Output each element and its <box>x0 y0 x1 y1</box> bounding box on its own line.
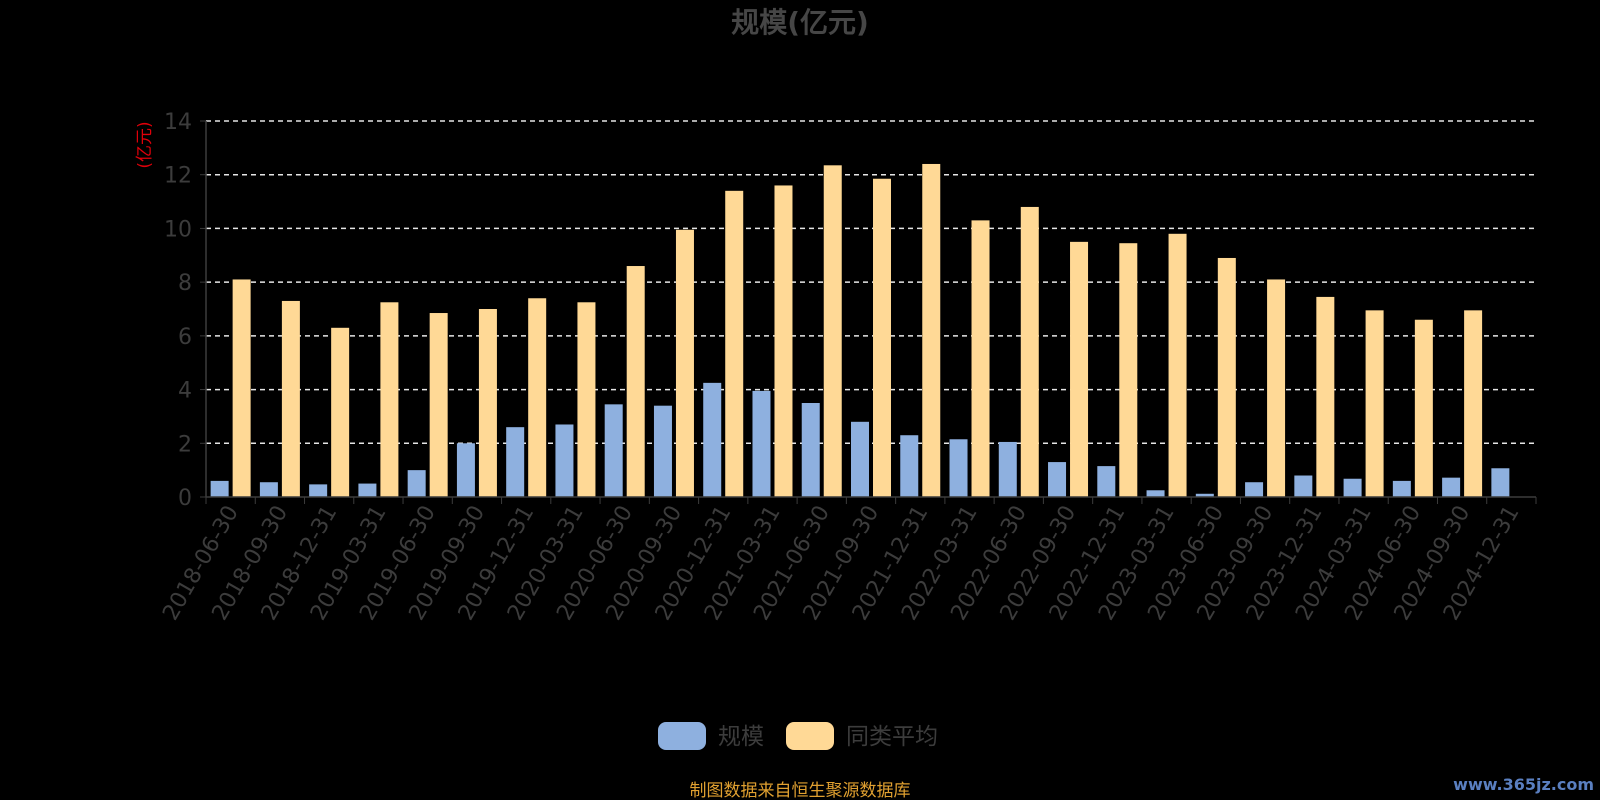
bar-peer-average <box>1365 310 1384 497</box>
bar-scale <box>1245 482 1264 497</box>
bar-peer-average <box>478 309 497 497</box>
bar-peer-average <box>232 279 251 497</box>
bar-peer-average <box>626 266 645 497</box>
bar-peer-average <box>971 220 990 497</box>
bar-peer-average <box>1414 319 1433 497</box>
bar-scale <box>1442 477 1461 497</box>
bar-peer-average <box>1168 233 1187 498</box>
bar-scale <box>407 470 426 497</box>
bar-peer-average <box>281 300 300 497</box>
legend-swatch <box>786 722 834 750</box>
y-axis: 0 2 4 6 8 10 12 14 <box>164 110 207 511</box>
bar-peer-average <box>577 302 596 497</box>
bar-peer-average <box>873 178 891 497</box>
y-tick-label: 12 <box>164 164 192 189</box>
bar-scale <box>1491 468 1510 497</box>
bar-scale <box>949 439 968 497</box>
bar-peer-average <box>1267 279 1286 497</box>
bar-scale <box>309 484 328 497</box>
bar-peer-average <box>725 190 744 498</box>
bar-scale <box>1097 466 1116 497</box>
x-axis: 2018-06-302018-09-302018-12-312019-03-31… <box>158 496 1537 625</box>
data-source-note: 制图数据来自恒生聚源数据库 <box>690 781 911 800</box>
bar-scale <box>703 382 722 497</box>
bar-peer-average <box>1464 310 1483 497</box>
bar-peer-average <box>429 313 448 497</box>
bar-peer-average <box>922 163 941 497</box>
y-tick-label: 8 <box>178 271 192 296</box>
bar-peer-average <box>1020 206 1039 497</box>
chart-title: 规模(亿元) <box>731 6 869 39</box>
bars-group <box>210 163 1510 498</box>
bar-scale <box>259 482 278 497</box>
legend-swatch <box>658 722 706 750</box>
y-axis-unit-label: (亿元) <box>135 121 155 168</box>
bar-peer-average <box>380 302 399 497</box>
y-tick-label: 14 <box>164 110 192 135</box>
bar-peer-average <box>1316 296 1335 497</box>
bar-peer-average <box>1070 241 1089 497</box>
bar-scale <box>900 435 919 497</box>
bar-scale <box>801 403 820 497</box>
bar-scale <box>555 424 574 497</box>
bar-peer-average <box>1217 257 1236 497</box>
bar-scale <box>653 405 672 497</box>
grid-lines <box>206 120 1536 445</box>
bar-scale <box>210 480 229 497</box>
bar-peer-average <box>1119 243 1138 497</box>
bar-scale <box>358 483 377 497</box>
y-tick-label: 6 <box>178 325 192 350</box>
legend-label: 同类平均 <box>846 724 938 750</box>
bar-scale <box>998 441 1017 497</box>
bar-scale <box>1294 475 1313 497</box>
bar-scale <box>506 427 525 497</box>
bar-peer-average <box>331 327 350 497</box>
bar-scale <box>1146 490 1165 497</box>
bar-peer-average <box>675 229 694 497</box>
bar-scale <box>1343 478 1362 497</box>
y-tick-label: 2 <box>178 432 192 457</box>
bar-scale <box>1195 493 1214 497</box>
bar-scale <box>1048 462 1067 497</box>
y-tick-label: 0 <box>178 486 192 511</box>
bar-scale <box>1392 480 1411 497</box>
bar-peer-average <box>823 165 842 498</box>
bar-scale <box>456 443 475 497</box>
bar-scale <box>851 421 869 497</box>
legend-label: 规模 <box>718 724 764 750</box>
legend: 规模 同类平均 <box>658 722 938 750</box>
y-tick-label: 4 <box>178 379 192 404</box>
watermark: www.365jz.com <box>1453 775 1594 794</box>
bar-scale <box>604 404 623 497</box>
bar-peer-average <box>774 185 793 497</box>
bar-peer-average <box>528 298 547 497</box>
bar-scale <box>752 390 771 497</box>
y-tick-label: 10 <box>164 217 192 242</box>
